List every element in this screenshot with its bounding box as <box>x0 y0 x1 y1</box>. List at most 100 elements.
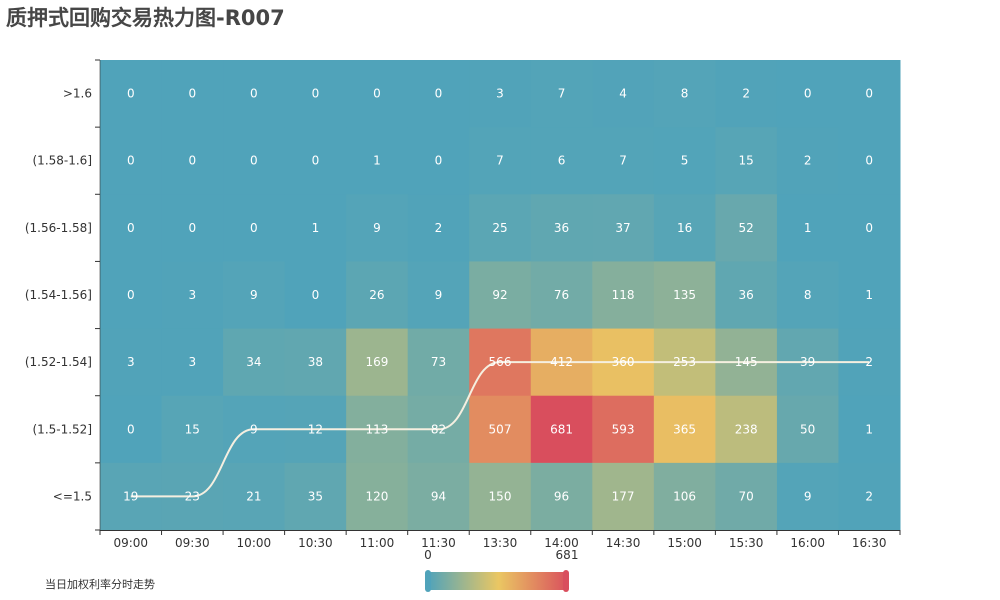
heatmap-cell[interactable] <box>653 462 716 531</box>
heatmap-cell[interactable] <box>346 127 409 195</box>
heatmap-cell[interactable] <box>715 194 778 262</box>
heatmap-cell[interactable] <box>100 60 163 128</box>
heatmap-cell[interactable] <box>592 261 655 330</box>
cell-value-label: 0 <box>127 87 135 101</box>
heatmap-cell[interactable] <box>100 261 163 330</box>
heatmap-cell[interactable] <box>100 328 163 397</box>
heatmap-cell[interactable] <box>838 127 901 195</box>
heatmap-cell[interactable] <box>161 395 224 464</box>
heatmap-cell[interactable] <box>776 261 839 330</box>
cell-value-label: 365 <box>673 422 696 436</box>
heatmap-cell[interactable] <box>776 462 839 531</box>
heatmap-cell[interactable] <box>469 127 532 195</box>
heatmap-cell[interactable] <box>223 60 286 128</box>
cell-value-label: 23 <box>185 489 200 503</box>
heatmap-cell[interactable] <box>776 395 839 464</box>
trend-line-layer <box>130 361 870 498</box>
heatmap-cell[interactable] <box>530 395 593 464</box>
heatmap-cell[interactable] <box>715 127 778 195</box>
heatmap-cell[interactable] <box>653 395 716 464</box>
visual-map-max-label: 681 <box>555 548 579 562</box>
heatmap-cell[interactable] <box>653 194 716 262</box>
heatmap-cell[interactable] <box>161 127 224 195</box>
heatmap-cell[interactable] <box>715 60 778 128</box>
heatmap-cell[interactable] <box>592 60 655 128</box>
visual-map-legend[interactable]: 0 681 <box>422 548 578 596</box>
heatmap-cell[interactable] <box>715 261 778 330</box>
heatmap-cell[interactable] <box>223 261 286 330</box>
heatmap-cell[interactable] <box>407 261 470 330</box>
cell-value-label: 16 <box>677 221 692 235</box>
heatmap-cell[interactable] <box>407 194 470 262</box>
heatmap-cell[interactable] <box>284 462 347 531</box>
heatmap-cell[interactable] <box>592 462 655 531</box>
heatmap-cell[interactable] <box>223 462 286 531</box>
heatmap-cell[interactable] <box>469 395 532 464</box>
heatmap-cell[interactable] <box>407 127 470 195</box>
heatmap-cell[interactable] <box>469 261 532 330</box>
heatmap-cell[interactable] <box>530 127 593 195</box>
heatmap-cell[interactable] <box>346 194 409 262</box>
heatmap-cell[interactable] <box>100 127 163 195</box>
heatmap-cell[interactable] <box>653 127 716 195</box>
heatmap-cell[interactable] <box>284 60 347 128</box>
heatmap-cell[interactable] <box>592 194 655 262</box>
heatmap-cell[interactable] <box>653 261 716 330</box>
heatmap-cell[interactable] <box>776 127 839 195</box>
heatmap-cell[interactable] <box>407 60 470 128</box>
heatmap-cell[interactable] <box>284 127 347 195</box>
heatmap-cell[interactable] <box>161 261 224 330</box>
visual-map-gradient-bar[interactable] <box>428 572 569 590</box>
heatmap-cell[interactable] <box>223 127 286 195</box>
heatmap-cell[interactable] <box>469 60 532 128</box>
cell-value-label: 15 <box>185 422 200 436</box>
cell-value-label: 82 <box>431 422 446 436</box>
heatmap-cell[interactable] <box>284 194 347 262</box>
heatmap-cell[interactable] <box>592 127 655 195</box>
heatmap-cell[interactable] <box>838 60 901 128</box>
heatmap-cell[interactable] <box>161 194 224 262</box>
heatmap-cell[interactable] <box>407 328 470 397</box>
heatmap-cell[interactable] <box>592 395 655 464</box>
heatmap-cell[interactable] <box>223 328 286 397</box>
cell-value-label: 9 <box>250 422 258 436</box>
heatmap-cell[interactable] <box>653 60 716 128</box>
cell-value-label: 9 <box>250 288 258 302</box>
x-tick-label: 11:30 <box>421 536 456 550</box>
heatmap-cell[interactable] <box>346 60 409 128</box>
cell-value-label: 169 <box>365 355 388 369</box>
heatmap-cell[interactable] <box>838 261 901 330</box>
heatmap-cell[interactable] <box>530 194 593 262</box>
heatmap-cell[interactable] <box>161 328 224 397</box>
heatmap-cell[interactable] <box>223 194 286 262</box>
cell-value-label: 0 <box>127 221 135 235</box>
heatmap-cell[interactable] <box>838 395 901 464</box>
heatmap-cell[interactable] <box>346 328 409 397</box>
cell-value-label: 96 <box>554 489 569 503</box>
heatmap-cell[interactable] <box>838 194 901 262</box>
cell-value-label: 50 <box>800 422 815 436</box>
heatmap-cell[interactable] <box>715 395 778 464</box>
heatmap-cell[interactable] <box>161 60 224 128</box>
heatmap-cell[interactable] <box>284 328 347 397</box>
heatmap-cell[interactable] <box>100 395 163 464</box>
cell-value-label: 0 <box>127 422 135 436</box>
heatmap-cell[interactable] <box>284 261 347 330</box>
heatmap-cell[interactable] <box>715 462 778 531</box>
heatmap-cell[interactable] <box>838 462 901 531</box>
visual-map-max-handle[interactable] <box>563 570 569 592</box>
heatmap-cell[interactable] <box>776 60 839 128</box>
heatmap-cell[interactable] <box>100 194 163 262</box>
cell-value-label: 35 <box>308 489 323 503</box>
heatmap-cell[interactable] <box>530 60 593 128</box>
heatmap-cell[interactable] <box>469 462 532 531</box>
cell-value-label: 0 <box>435 87 443 101</box>
heatmap-cell[interactable] <box>407 462 470 531</box>
heatmap-cell[interactable] <box>530 261 593 330</box>
heatmap-cell[interactable] <box>776 194 839 262</box>
heatmap-cell[interactable] <box>346 261 409 330</box>
visual-map-min-handle[interactable] <box>425 570 431 592</box>
heatmap-cell[interactable] <box>346 462 409 531</box>
heatmap-cell[interactable] <box>469 194 532 262</box>
heatmap-cell[interactable] <box>530 462 593 531</box>
